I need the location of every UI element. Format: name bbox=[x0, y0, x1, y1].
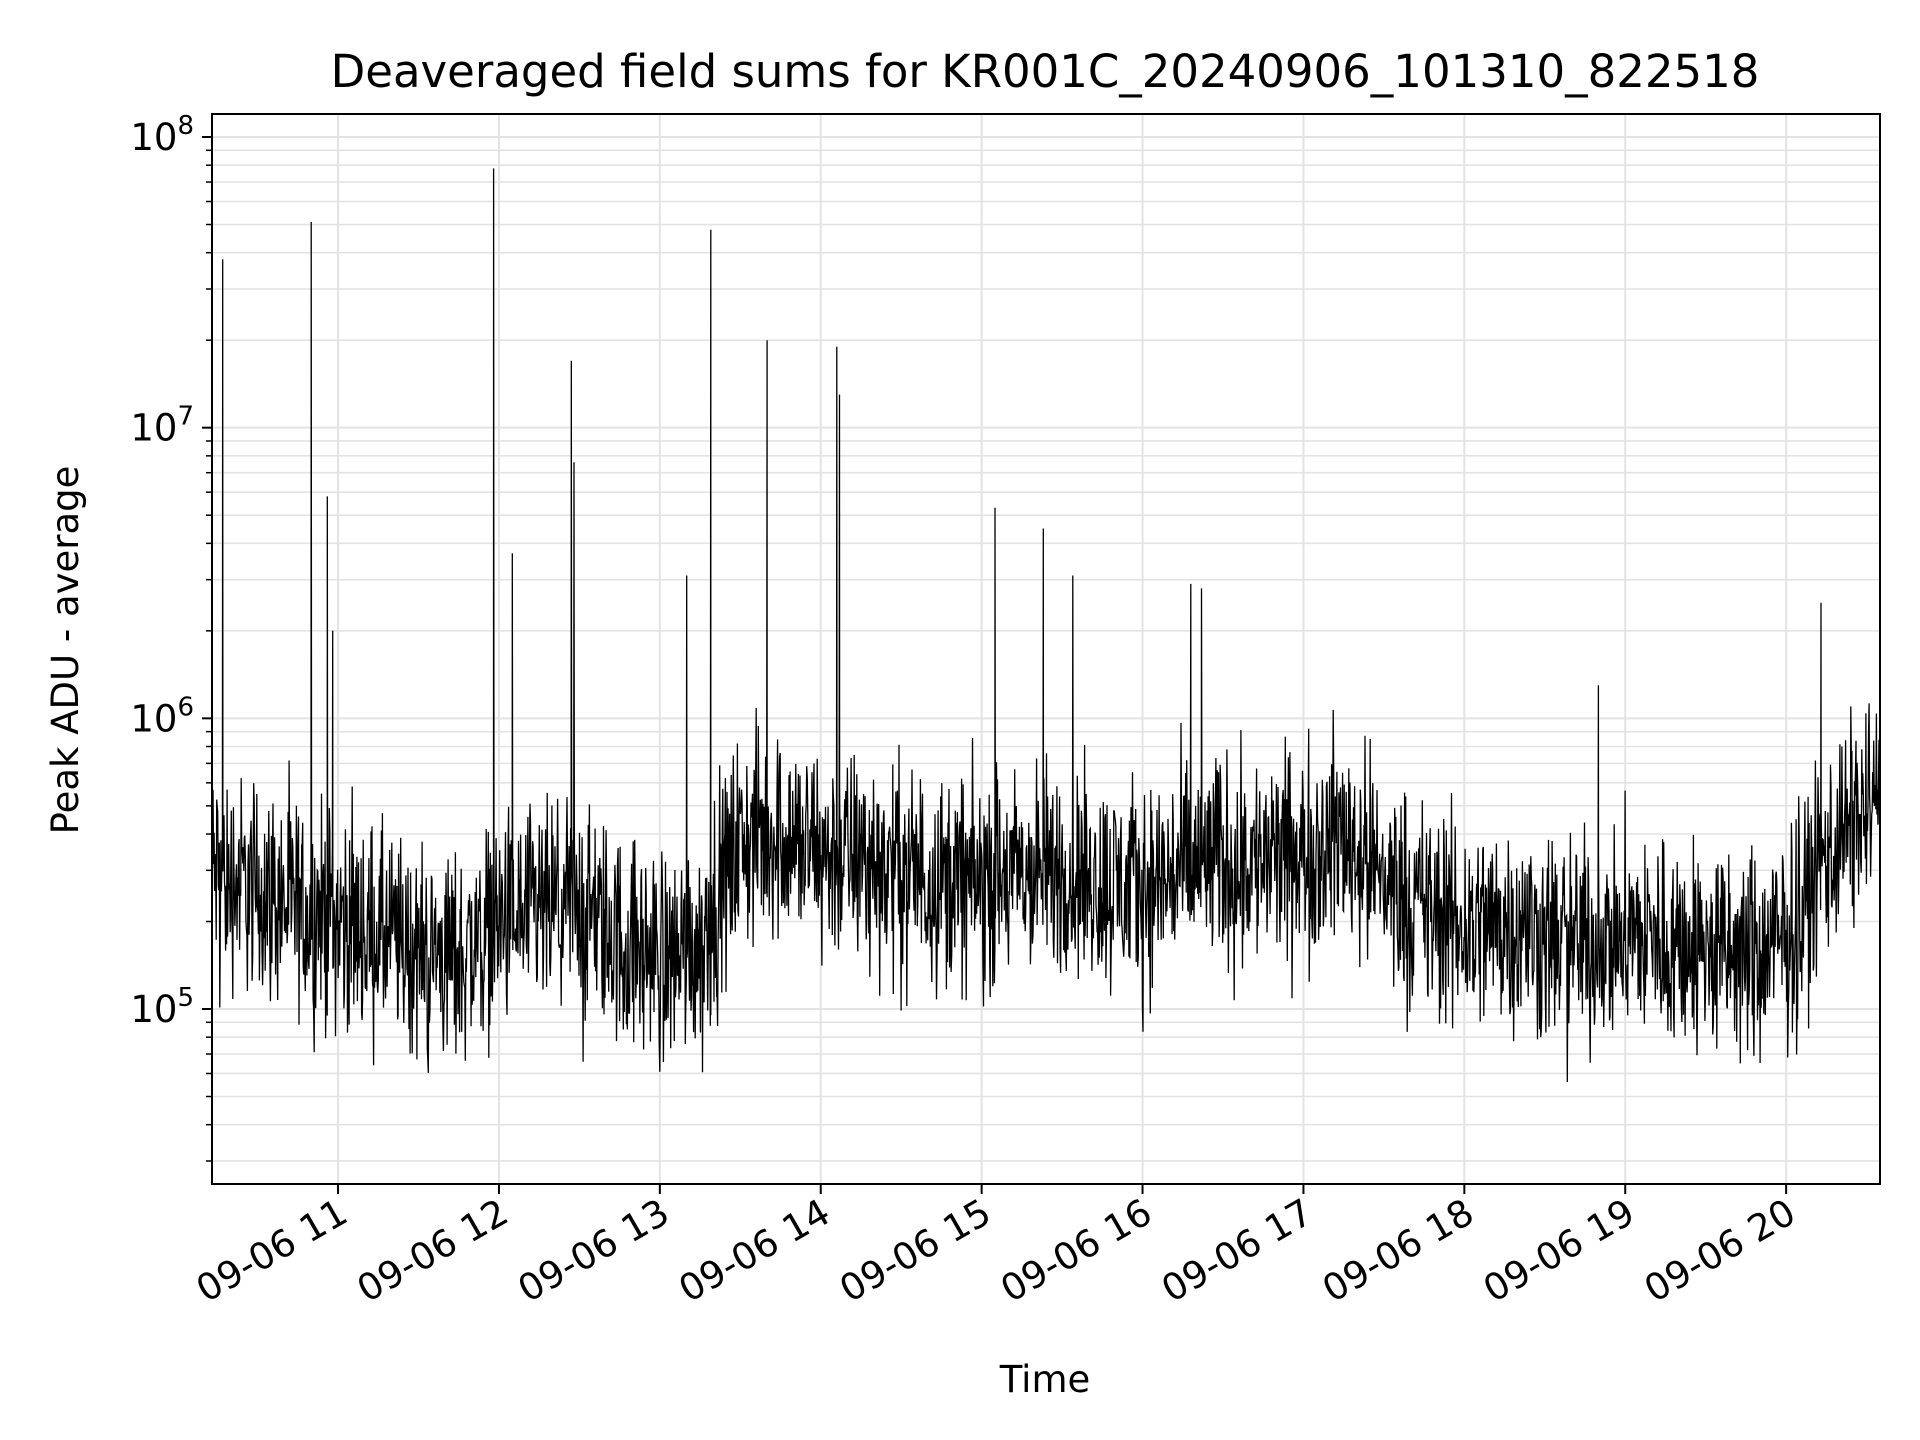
plot-area bbox=[211, 168, 1881, 1083]
series-line bbox=[211, 168, 1881, 1083]
y-tick-label: 105 bbox=[130, 983, 194, 1031]
x-axis-label: Time bbox=[999, 1358, 1091, 1401]
y-tick-label: 106 bbox=[130, 692, 194, 740]
y-axis-label: Peak ADU - average bbox=[44, 466, 87, 835]
chart-title: Deaveraged field sums for KR001C_2024090… bbox=[331, 45, 1760, 98]
plot-frame bbox=[211, 113, 1881, 1185]
y-tick-label: 107 bbox=[130, 402, 194, 450]
y-tick-label: 108 bbox=[130, 111, 194, 159]
y-axis: 105 106 107 108 bbox=[130, 111, 212, 1162]
